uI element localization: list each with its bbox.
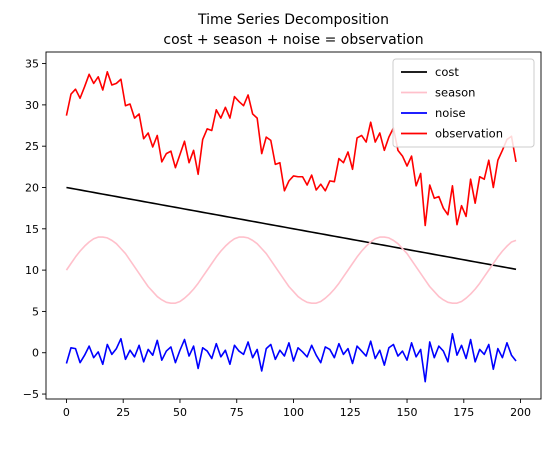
plot-area — [65, 71, 517, 383]
chart-subtitle: cost + season + noise = observation — [163, 32, 423, 48]
x-tick-label: 100 — [283, 406, 304, 419]
x-tick-label: 0 — [63, 406, 70, 419]
legend: cost season noise observation — [392, 58, 535, 148]
series-line-season — [65, 236, 517, 304]
y-tick-label: 10 — [25, 264, 39, 277]
x-tick-label: 25 — [116, 406, 130, 419]
series-line-cost — [66, 186, 517, 271]
y-tick-label: −5 — [23, 388, 39, 401]
y-tick-label: 20 — [25, 181, 39, 194]
y-tick-label: 30 — [25, 99, 39, 112]
y-tick-label: 35 — [25, 58, 39, 71]
x-tick-label: 150 — [397, 406, 418, 419]
legend-label-season: season — [435, 86, 475, 100]
legend-label-noise: noise — [435, 106, 466, 120]
axes: 0 25 50 75 100 125 150 175 200 −5 0 5 10 15 20 25 30 35 — [23, 51, 542, 419]
y-tick-label: 25 — [25, 140, 39, 153]
legend-label-cost: cost — [435, 65, 459, 79]
y-tick-label: 5 — [32, 305, 39, 318]
series-line-noise — [65, 332, 517, 383]
chart-title: Time Series Decomposition — [197, 12, 389, 28]
legend-label-observation: observation — [435, 127, 503, 141]
x-tick-label: 50 — [173, 406, 187, 419]
y-tick-label: 15 — [25, 223, 39, 236]
x-tick-label: 175 — [453, 406, 474, 419]
x-tick-label: 125 — [340, 406, 361, 419]
y-tick-label: 0 — [32, 347, 39, 360]
x-tick-label: 200 — [510, 406, 531, 419]
legend-box — [392, 58, 535, 148]
x-tick-label: 75 — [230, 406, 244, 419]
series-line-observation — [65, 71, 517, 227]
